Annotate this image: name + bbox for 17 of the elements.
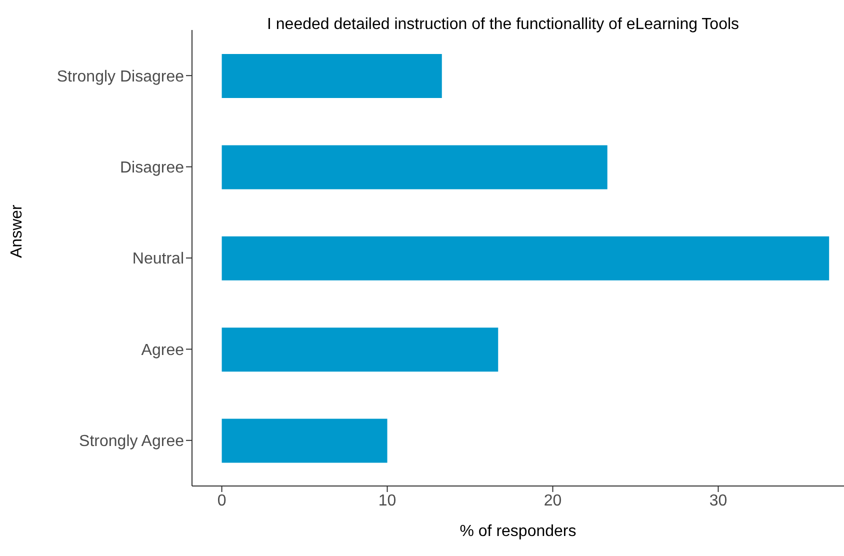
bar bbox=[222, 236, 830, 280]
y-tick-label: Agree bbox=[141, 342, 184, 359]
x-tick-label: 30 bbox=[709, 492, 728, 510]
y-tick-label: Strongly Disagree bbox=[56, 68, 184, 86]
y-tick-label: Neutral bbox=[132, 250, 184, 268]
x-tick-label: 20 bbox=[544, 492, 562, 510]
y-tick-label: Disagree bbox=[120, 159, 184, 176]
bar bbox=[222, 54, 442, 98]
bar bbox=[222, 145, 608, 190]
x-tick-label: 0 bbox=[217, 492, 226, 510]
y-tick-label: Strongly Agree bbox=[79, 433, 184, 450]
bar bbox=[222, 418, 388, 463]
x-tick-label: 10 bbox=[378, 492, 396, 510]
y-axis-title: Answer bbox=[8, 204, 26, 258]
x-axis-title: % of responders bbox=[460, 523, 576, 540]
chart-title: I needed detailed instruction of the functionallity of eLearning Tools bbox=[267, 16, 740, 34]
bar bbox=[222, 328, 498, 372]
